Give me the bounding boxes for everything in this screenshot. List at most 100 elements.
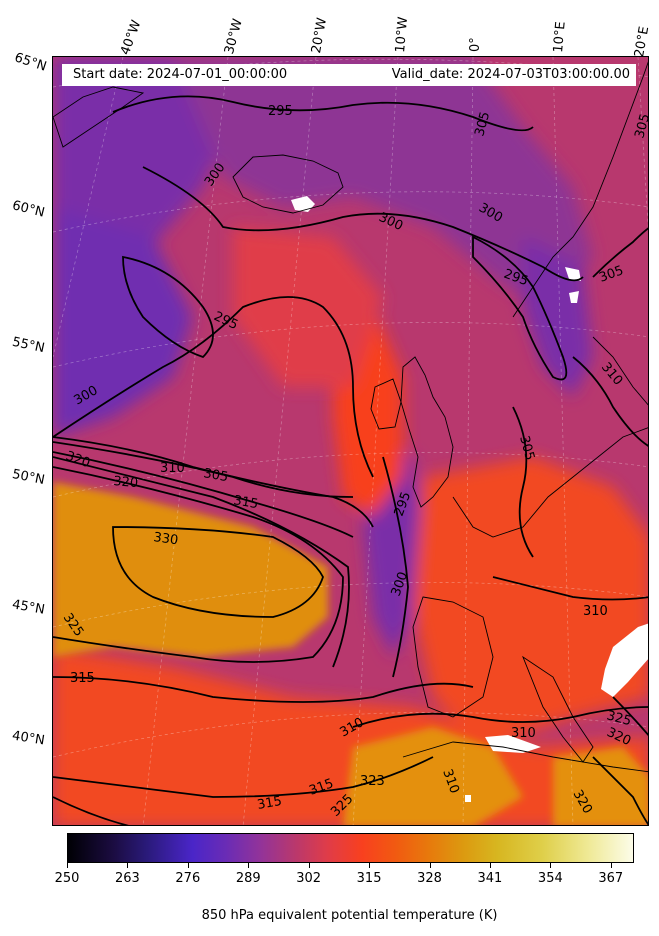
mask-north-africa: [485, 735, 541, 753]
coast-europe: [452, 427, 648, 538]
contour-300-bay: [382, 456, 409, 678]
info-bar: Start date: 2024-07-01_00:00:00 Valid_da…: [62, 64, 636, 86]
mask-alps-east: [601, 623, 648, 697]
lon-label-30w: 30°W: [222, 17, 246, 56]
contour-310-ne: [572, 356, 648, 447]
contour-label: 310: [160, 461, 185, 476]
colorbar-tick-label: 315: [356, 871, 382, 886]
coast-baltic: [592, 336, 648, 406]
colorbar-tick: [550, 863, 552, 868]
contour-320-se: [592, 756, 648, 825]
contour-label: 325: [605, 708, 633, 729]
contour-label: 305: [516, 434, 537, 462]
colorbar-tick: [610, 863, 612, 868]
contour-label: 323: [360, 774, 385, 789]
lat-label-60n: 60°N: [10, 198, 47, 221]
colorbar-tick: [187, 863, 189, 868]
contour-315-med: [53, 756, 434, 798]
contour-320: [53, 456, 350, 668]
colorbar-tick: [308, 863, 310, 868]
field-hot-atlantic: [53, 482, 328, 657]
coast-north-africa: [402, 741, 648, 773]
lon-label-0: 0°: [468, 37, 483, 52]
lat-label-50n: 50°N: [10, 467, 46, 488]
lat-label-55n: 55°N: [10, 334, 46, 357]
contour-295-scand: [472, 235, 568, 381]
lon-label-20w: 20°W: [309, 16, 331, 55]
colorbar-tick-label: 263: [114, 871, 140, 886]
contours: [53, 95, 648, 825]
lat-label-45n: 45°N: [10, 597, 46, 618]
coastlines: [53, 61, 648, 773]
colorbar-tick-label: 354: [537, 871, 563, 886]
contour-305: [53, 441, 354, 498]
start-date-label: Start date: 2024-07-01_00:00:00: [73, 67, 288, 82]
colorbar-tick-label: 341: [477, 871, 503, 886]
contour-325: [53, 466, 344, 663]
colorbar-tick-label: 250: [54, 871, 80, 886]
contour-295-west: [122, 255, 214, 359]
colorbar-tick-label: 289: [235, 871, 261, 886]
field-cold-west: [53, 207, 193, 437]
colorbar-tick: [248, 863, 250, 868]
coast-ireland: [370, 378, 402, 430]
lat-label-40n: 40°N: [11, 728, 46, 749]
contour-330: [112, 526, 324, 618]
contour-300-north: [142, 166, 584, 282]
colorbar-tick-label: 367: [598, 871, 624, 886]
contour-label: 310: [511, 726, 536, 741]
lon-label-10w: 10°W: [393, 16, 412, 54]
contour-300-west: [53, 296, 374, 478]
coast-norway: [512, 61, 648, 318]
colorbar-tick: [429, 863, 431, 868]
colorbar-tick: [67, 863, 68, 868]
contour-label: 330: [152, 530, 179, 548]
contour-310-med: [352, 706, 648, 728]
contour-305-ne: [592, 227, 648, 278]
coast-uk: [400, 356, 454, 508]
contour-label: 305: [472, 110, 493, 138]
field-warm-midocean: [233, 227, 383, 387]
lon-label-10e: 10°E: [551, 20, 569, 54]
contour-label: 305: [632, 112, 649, 140]
contour-label: 310: [583, 604, 608, 619]
coast-iceland: [232, 154, 344, 214]
contour-305-east: [512, 406, 534, 558]
contour-325-se: [612, 696, 648, 737]
field-warm-central-europe: [413, 457, 648, 747]
contour-310: [53, 436, 374, 528]
contour-310-east: [492, 576, 648, 601]
coast-iberia: [412, 596, 494, 718]
lat-label-65n: 65°N: [12, 50, 49, 75]
contour-label: 315: [232, 493, 259, 512]
colorbar-tick-label: 328: [417, 871, 442, 886]
colorbar-tick-label: 302: [296, 871, 322, 886]
colorbar: [67, 833, 634, 863]
contour-315: [53, 451, 354, 538]
colorbar-tick: [369, 863, 371, 868]
theta-e-field: 295 295 295 295 300 300 300 300 300 305 …: [53, 57, 649, 825]
contour-315-south: [53, 676, 474, 703]
mask-iceland-glacier: [291, 196, 315, 212]
contour-295-north: [112, 95, 534, 132]
mask-scandinavia-2: [569, 291, 579, 303]
mask-scandinavia-1: [565, 267, 581, 281]
contour-label: 305: [202, 466, 229, 485]
mask-small: [465, 795, 471, 802]
contour-label: 320: [113, 474, 139, 491]
contour-label: 315: [70, 671, 95, 686]
colorbar-title: 850 hPa equivalent potential temperature…: [201, 908, 498, 923]
coast-greenland: [53, 86, 145, 148]
contour-320-sw: [53, 796, 129, 825]
colorbar-tick: [489, 863, 491, 868]
field-hot-southeast: [553, 747, 648, 825]
lon-label-20e: 20°E: [632, 25, 653, 59]
map-panel: 295 295 295 295 300 300 300 300 300 305 …: [52, 56, 649, 826]
contour-label: 295: [268, 104, 293, 119]
colorbar-tick: [127, 863, 129, 868]
coast-italy: [522, 655, 594, 763]
colorbar-tick-label: 276: [175, 871, 201, 886]
contour-label: 315: [256, 794, 283, 813]
lon-label-40w: 40°W: [118, 18, 145, 58]
field-hot-mediterranean: [343, 727, 523, 825]
